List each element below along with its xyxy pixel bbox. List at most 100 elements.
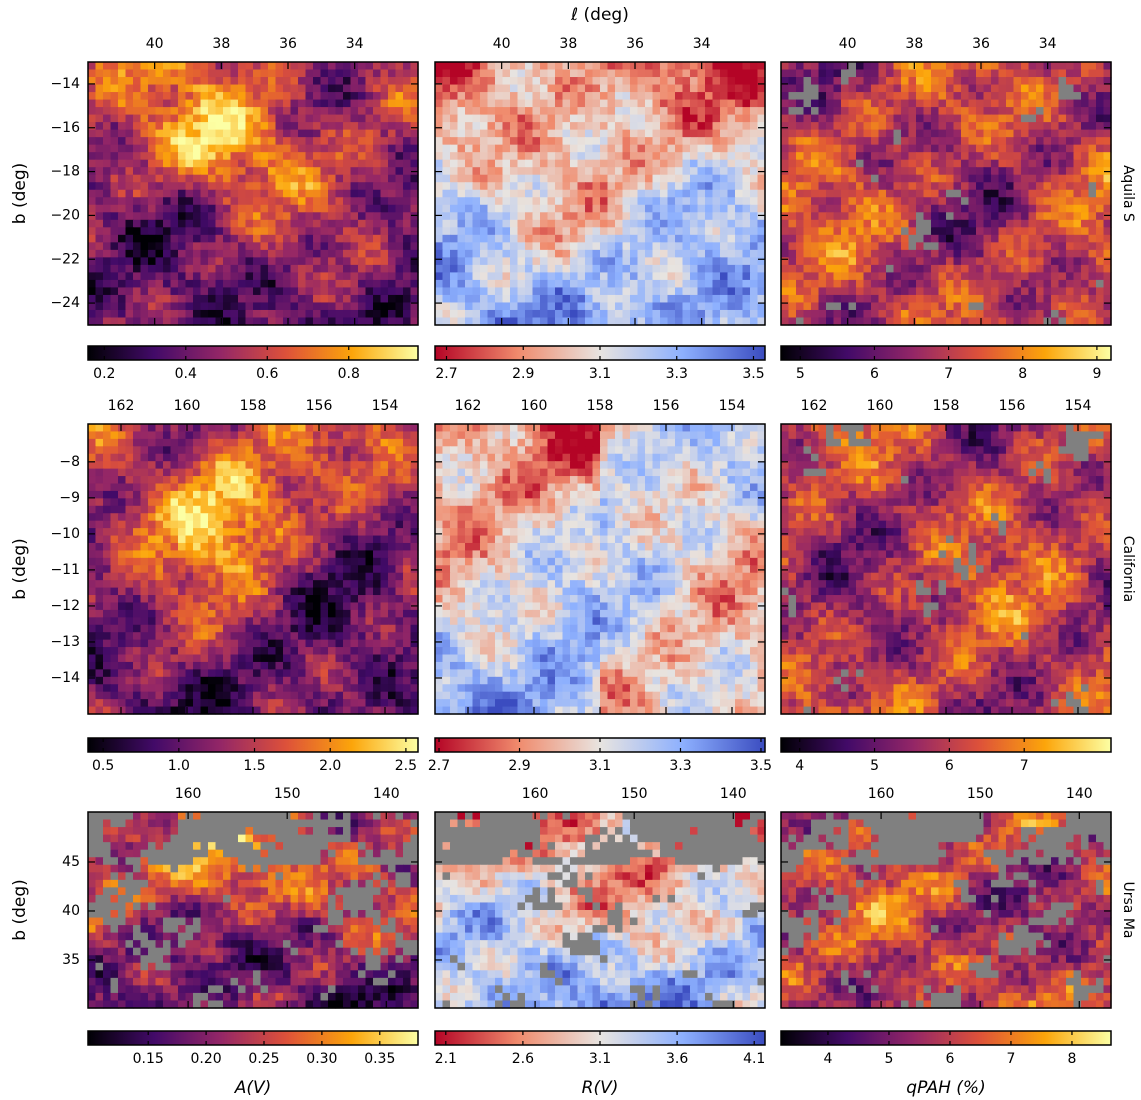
map-pixel (653, 265, 661, 273)
map-pixel (435, 242, 443, 250)
map-pixel (328, 302, 336, 310)
map-pixel (563, 235, 571, 243)
map-pixel (525, 107, 533, 115)
map-pixel (163, 310, 171, 318)
map-pixel (563, 257, 571, 265)
map-pixel (931, 85, 939, 93)
map-pixel (103, 137, 111, 145)
map-pixel (653, 62, 661, 70)
map-pixel (916, 77, 924, 85)
map-pixel (396, 182, 404, 190)
map-pixel (894, 70, 902, 78)
map-pixel (931, 190, 939, 198)
map-pixel (864, 115, 872, 123)
map-pixel (88, 265, 96, 273)
map-pixel (540, 197, 548, 205)
map-pixel (276, 280, 284, 288)
map-pixel (976, 257, 984, 265)
map-pixel (96, 287, 104, 295)
map-pixel (268, 92, 276, 100)
map-pixel (253, 295, 261, 303)
map-pixel (916, 242, 924, 250)
map-pixel (171, 85, 179, 93)
map-pixel (834, 235, 842, 243)
map-pixel (894, 62, 902, 70)
map-pixel (705, 182, 713, 190)
map-pixel (321, 175, 329, 183)
map-pixel (373, 167, 381, 175)
map-pixel (126, 152, 134, 160)
map-pixel (789, 205, 797, 213)
map-pixel (849, 122, 857, 130)
map-pixel (796, 205, 804, 213)
map-pixel (268, 182, 276, 190)
map-pixel (969, 145, 977, 153)
map-pixel (886, 175, 894, 183)
map-pixel (660, 302, 668, 310)
map-pixel (608, 85, 616, 93)
map-pixel (96, 77, 104, 85)
map-pixel (261, 265, 269, 273)
map-pixel (253, 227, 261, 235)
map-pixel (886, 167, 894, 175)
map-pixel (984, 272, 992, 280)
map-pixel (1051, 137, 1059, 145)
map-pixel (623, 280, 631, 288)
map-pixel (1051, 167, 1059, 175)
map-pixel (1059, 62, 1067, 70)
map-pixel (931, 130, 939, 138)
map-pixel (548, 167, 556, 175)
map-pixel (743, 227, 751, 235)
map-pixel (510, 152, 518, 160)
map-pixel (916, 250, 924, 258)
map-pixel (458, 70, 466, 78)
map-pixel (653, 205, 661, 213)
map-pixel (201, 130, 209, 138)
map-pixel (961, 227, 969, 235)
map-pixel (735, 295, 743, 303)
map-pixel (720, 152, 728, 160)
map-pixel (901, 130, 909, 138)
map-pixel (789, 197, 797, 205)
map-pixel (834, 295, 842, 303)
map-pixel (373, 137, 381, 145)
map-pixel (443, 295, 451, 303)
map-pixel (570, 242, 578, 250)
map-pixel (231, 70, 239, 78)
map-pixel (141, 220, 149, 228)
map-pixel (111, 70, 119, 78)
map-pixel (396, 62, 404, 70)
map-pixel (518, 160, 526, 168)
map-pixel (328, 92, 336, 100)
map-pixel (1051, 77, 1059, 85)
map-pixel (886, 145, 894, 153)
map-pixel (1081, 295, 1089, 303)
map-pixel (1081, 235, 1089, 243)
map-pixel (984, 152, 992, 160)
map-pixel (178, 280, 186, 288)
map-pixel (1014, 242, 1022, 250)
map-pixel (555, 197, 563, 205)
map-pixel (991, 182, 999, 190)
map-pixel (819, 145, 827, 153)
map-pixel (578, 85, 586, 93)
map-pixel (118, 107, 126, 115)
map-pixel (811, 175, 819, 183)
map-pixel (118, 424, 126, 432)
map-pixel (178, 85, 186, 93)
map-pixel (1096, 152, 1104, 160)
map-pixel (396, 160, 404, 168)
map-pixel (675, 310, 683, 318)
map-pixel (638, 77, 646, 85)
map-pixel (916, 92, 924, 100)
map-pixel (321, 100, 329, 108)
map-pixel (533, 167, 541, 175)
map-pixel (924, 160, 932, 168)
map-pixel (916, 160, 924, 168)
map-pixel (321, 280, 329, 288)
map-pixel (216, 70, 224, 78)
map-pixel (223, 100, 231, 108)
map-pixel (178, 77, 186, 85)
map-pixel (238, 130, 246, 138)
map-pixel (186, 182, 194, 190)
